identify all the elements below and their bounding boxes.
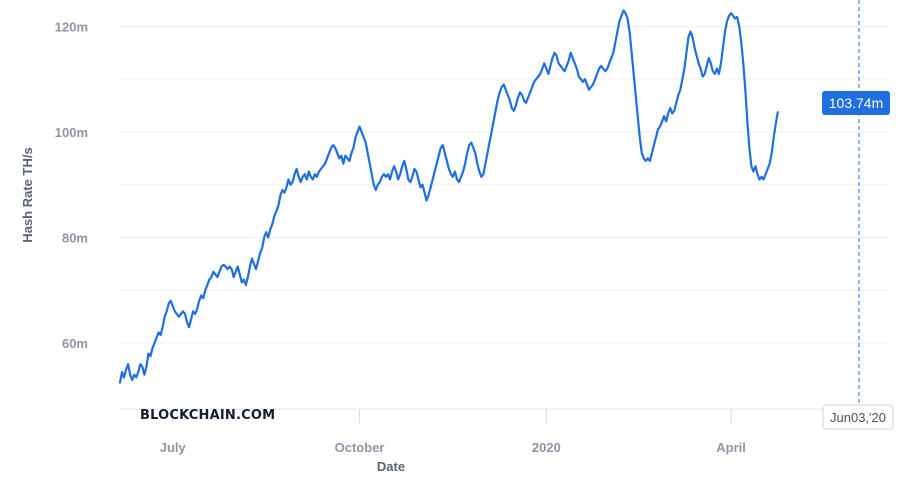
x-axis-ticks: July October 2020 April — [160, 409, 746, 455]
x-tick-label: 2020 — [532, 440, 561, 455]
value-tooltip-box — [822, 91, 890, 115]
y-tick-label: 60m — [62, 336, 88, 351]
x-tick-label: July — [160, 440, 187, 455]
date-tooltip-box — [822, 404, 894, 430]
y-axis-ticks: 60m 80m 100m 120m — [55, 19, 88, 351]
x-tick-label: October — [335, 440, 385, 455]
brand-logo: BLOCKCHAIN.COM — [140, 408, 275, 423]
x-tick-label: April — [716, 440, 746, 455]
value-tooltip-label: 103.74m — [829, 95, 883, 111]
y-tick-label: 120m — [55, 19, 88, 34]
grid-lines — [120, 25, 890, 344]
y-axis-title: Hash Rate TH/s — [20, 147, 35, 242]
y-tick-label: 80m — [62, 230, 88, 245]
x-axis-title: Date — [377, 459, 405, 474]
hash-rate-series-line — [118, 9, 779, 384]
y-tick-label: 100m — [55, 125, 88, 140]
value-tooltip: 103.74m — [822, 91, 890, 115]
date-tooltip-label: Jun03,'20 — [830, 410, 886, 425]
date-tooltip: Jun03,'20 — [822, 404, 894, 430]
